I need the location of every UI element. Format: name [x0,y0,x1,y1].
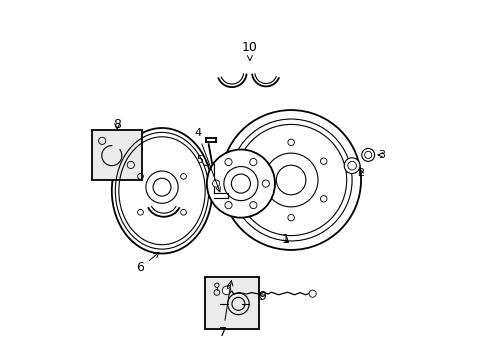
Text: 6: 6 [136,252,159,274]
Circle shape [227,293,249,315]
Circle shape [249,158,256,166]
Circle shape [347,161,356,170]
Circle shape [308,290,316,297]
Text: 4: 4 [194,129,220,192]
Circle shape [287,215,294,221]
Circle shape [224,202,232,209]
Bar [204,277,258,329]
Circle shape [222,286,230,295]
Ellipse shape [112,128,212,253]
Text: 2: 2 [357,168,364,178]
Circle shape [212,180,219,187]
Circle shape [249,202,256,209]
Circle shape [255,195,261,202]
Circle shape [145,171,178,203]
Circle shape [287,139,294,145]
Circle shape [221,110,360,250]
Circle shape [320,158,326,165]
Circle shape [99,137,105,144]
Circle shape [206,149,274,218]
Circle shape [262,180,269,187]
Circle shape [361,148,374,161]
Text: 3: 3 [377,150,384,160]
Text: 5: 5 [196,155,208,166]
Bar [92,130,142,180]
Circle shape [224,158,232,166]
Circle shape [255,158,261,165]
Circle shape [224,167,258,201]
Text: 9: 9 [257,290,265,303]
Circle shape [127,161,134,168]
Circle shape [344,158,359,174]
Text: 7: 7 [219,281,232,339]
Text: 8: 8 [113,118,121,131]
Circle shape [320,195,326,202]
Text: 10: 10 [242,41,257,60]
Text: 1: 1 [281,233,289,246]
